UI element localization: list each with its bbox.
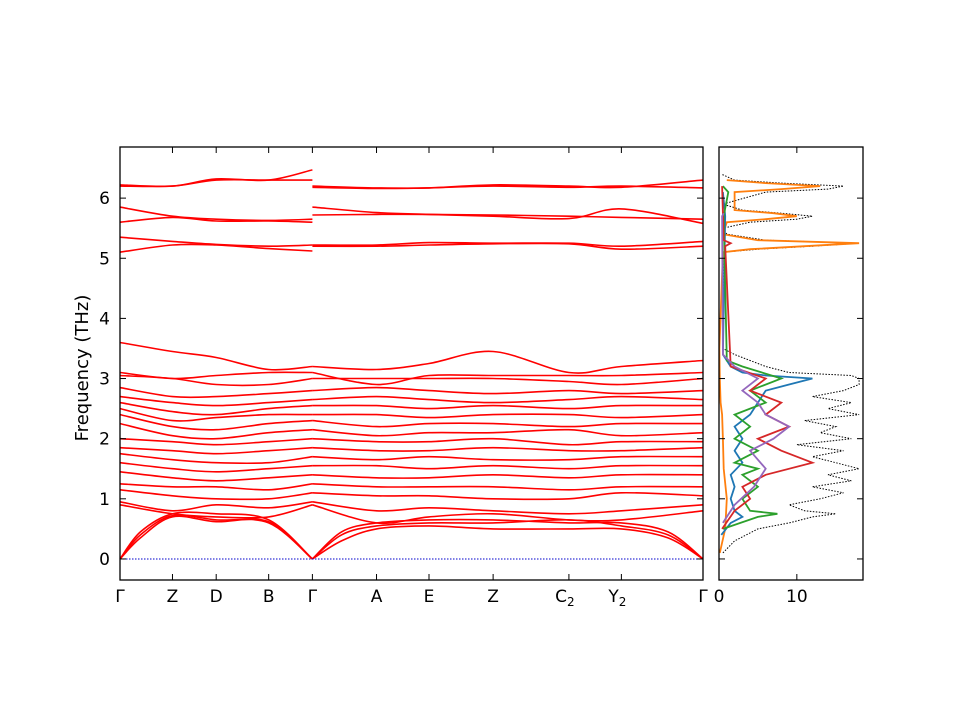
band-structure-panel: 0 1 2 3 4 5 6 Γ Z D B Γ A E Z C2 Y2 Γ Frequency (THz)	[72, 146, 708, 609]
x-tick-label: Z	[167, 587, 179, 607]
dos-x-tick-label: 10	[786, 587, 808, 607]
band-axes: 0 1 2 3 4 5 6 Γ Z D B Γ A E Z C2 Y2 Γ	[99, 146, 708, 609]
band-line	[312, 473, 704, 479]
band-line	[312, 491, 704, 501]
band-line	[312, 413, 704, 419]
x-tick-label: Z	[487, 587, 499, 607]
acoustic-branch-line	[311, 525, 704, 560]
acoustic-branch-line	[119, 515, 313, 560]
band-line	[119, 206, 313, 222]
band-line	[119, 216, 313, 223]
y-tick-label: 3	[99, 370, 110, 390]
acoustic-branch-line	[119, 511, 313, 560]
band-line	[119, 243, 313, 253]
band-lines	[119, 169, 704, 560]
band-line	[312, 437, 704, 446]
band-line	[119, 471, 313, 482]
y-tick-label: 0	[99, 550, 110, 570]
band-line	[119, 483, 313, 491]
x-tick-label: B	[263, 587, 275, 607]
band-line	[119, 489, 313, 501]
y-tick-label: 4	[99, 309, 110, 329]
acoustic-branch-line	[311, 519, 704, 560]
band-line	[119, 395, 313, 407]
dos-plot-frame	[718, 146, 864, 581]
band-line	[312, 501, 704, 515]
band-line	[312, 185, 704, 190]
band-line	[119, 413, 313, 431]
band-line	[119, 504, 313, 519]
band-line	[312, 377, 704, 386]
band-line	[312, 455, 704, 461]
band-line	[312, 395, 704, 404]
band-line	[312, 428, 704, 437]
dos-lines	[718, 173, 860, 554]
x-tick-label: E	[424, 587, 435, 607]
band-plot-frame	[119, 146, 704, 581]
band-line	[312, 386, 704, 395]
band-line	[119, 407, 313, 422]
y-tick-label: 1	[99, 490, 110, 510]
dos-partial-line	[722, 185, 785, 530]
band-line	[312, 242, 704, 251]
band-line	[119, 446, 313, 455]
x-tick-label: Y2	[607, 587, 626, 609]
x-tick-label: D	[210, 587, 223, 607]
y-tick-label: 5	[99, 249, 110, 269]
band-line	[119, 341, 313, 371]
band-line	[312, 371, 704, 386]
acoustic-branch-line	[311, 518, 704, 560]
band-line	[119, 386, 313, 399]
band-line	[312, 350, 704, 374]
band-line	[119, 501, 313, 512]
dos-axes: 0 10	[714, 146, 864, 607]
band-line	[312, 419, 704, 428]
band-line	[312, 446, 704, 452]
band-line	[119, 178, 313, 188]
y-axis-label: Frequency (THz)	[72, 295, 93, 442]
dos-total-line	[721, 173, 860, 554]
x-tick-label: Γ	[115, 587, 125, 607]
band-line	[312, 483, 704, 491]
x-tick-label: Γ	[698, 587, 708, 607]
band-line	[312, 206, 704, 225]
band-line	[312, 464, 704, 470]
dos-partial-line	[721, 212, 791, 524]
dos-panel: 0 10	[714, 146, 864, 607]
band-line	[119, 437, 313, 446]
band-line	[312, 404, 704, 410]
band-line	[119, 374, 313, 387]
x-tick-label: C2	[555, 587, 575, 609]
band-line	[119, 422, 313, 440]
x-tick-label: Γ	[308, 587, 318, 607]
band-line	[119, 401, 313, 416]
y-tick-label: 2	[99, 430, 110, 450]
dos-x-tick-label: 0	[714, 587, 725, 607]
band-line	[119, 452, 313, 465]
y-tick-label: 6	[99, 189, 110, 209]
band-line	[119, 461, 313, 473]
band-line	[312, 213, 704, 220]
acoustic-branch-line	[119, 514, 313, 560]
x-tick-label: A	[371, 587, 383, 607]
